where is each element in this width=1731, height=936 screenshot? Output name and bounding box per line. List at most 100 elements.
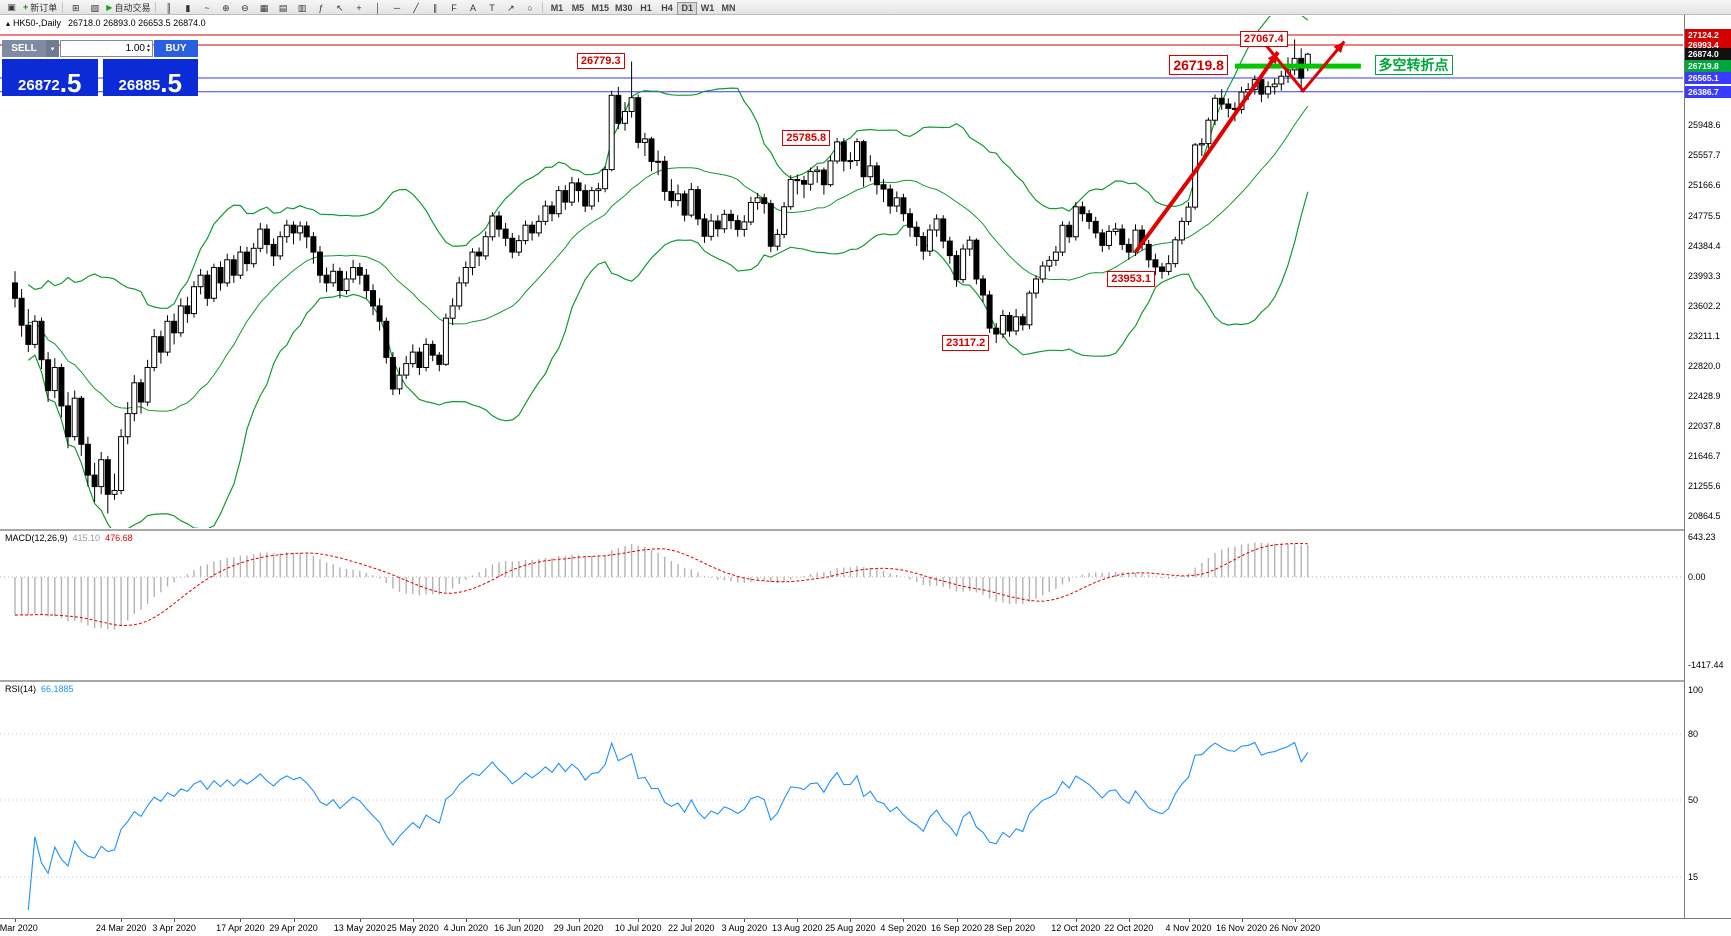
bar-chart-icon[interactable]: ║ — [165, 3, 173, 13]
candlestick-chart-icon[interactable]: ▮ — [185, 3, 191, 13]
autotrading-label: 自动交易 — [114, 2, 151, 13]
rsi-label: RSI(14) 66.1885 — [5, 684, 74, 694]
autotrading-button[interactable]: ▶ 自动交易 — [104, 1, 152, 14]
price-plot[interactable] — [0, 16, 1683, 528]
time-axis-tick — [293, 919, 295, 922]
timeframe-m5-button[interactable]: M5 — [571, 3, 585, 13]
timeframe-m15-button[interactable]: M15 — [591, 3, 609, 13]
buy-price-display[interactable]: 26885.5 — [102, 59, 198, 98]
horizontal-line-icon[interactable]: ─ — [393, 3, 401, 13]
price-level-tag: 26874.0 — [1685, 48, 1731, 61]
channel-icon[interactable]: ∥ — [432, 3, 438, 13]
time-axis-label: 10 Jul 2020 — [614, 923, 662, 933]
indicators-icon[interactable]: ƒ — [318, 3, 324, 13]
price-level-tag: 26993.4 — [1685, 39, 1731, 52]
line-chart-icon[interactable]: ~ — [204, 3, 210, 13]
time-axis-tick — [903, 919, 905, 922]
scale-tick-label: 100 — [1688, 685, 1704, 695]
timeframe-m1-button[interactable]: M1 — [550, 3, 564, 13]
chart-window-icon[interactable]: ▣ — [7, 1, 16, 12]
time-axis-label: 3 Aug 2020 — [721, 923, 768, 933]
cursor-icon[interactable]: ↖ — [336, 3, 344, 13]
sell-price-dec: .5 — [59, 67, 82, 98]
time-axis-label: 17 Apr 2020 — [216, 923, 265, 933]
time-axis-label: 3 Apr 2020 — [152, 923, 196, 933]
zoom-in-icon[interactable]: ⊕ — [222, 3, 230, 13]
toolbar-separator — [542, 1, 544, 13]
time-axis-tick — [240, 919, 242, 922]
time-axis-tick — [1009, 919, 1011, 922]
rsi-pane[interactable]: RSI(14) 66.1885 — [0, 682, 1683, 918]
new-order-button[interactable]: + 新订单 — [21, 1, 59, 14]
time-axis-tick — [465, 919, 467, 922]
time-axis-tick — [1294, 919, 1296, 922]
pane-splitter[interactable] — [0, 680, 1731, 682]
zoom-out-icon[interactable]: ⊖ — [241, 3, 249, 13]
profiles-icon[interactable]: ▧ — [90, 3, 100, 13]
price-scale[interactable]: 25948.6 25557.7 25166.6 24775.5 24384.4 23993… — [1684, 15, 1731, 918]
data-window-icon[interactable]: ▥ — [297, 3, 307, 13]
time-axis-label: 16 Nov 2020 — [1215, 923, 1268, 933]
sell-price-main: 26872 — [18, 77, 60, 94]
timeframe-h4-button[interactable]: H4 — [661, 3, 673, 13]
time-axis-label: 22 Jul 2020 — [668, 923, 715, 933]
new-order-label: 新订单 — [30, 2, 58, 13]
sell-button[interactable]: SELL — [2, 40, 46, 57]
timeframe-w1-button[interactable]: W1 — [700, 3, 715, 13]
symbol-title: HK50-,Daily — [13, 18, 62, 28]
time-axis-tick — [578, 919, 580, 922]
scale-tick-label: 23211.1 — [1688, 330, 1720, 341]
time-axis-tick — [121, 919, 123, 922]
time-axis-tick — [1075, 919, 1077, 922]
trendline-icon[interactable]: ╱ — [413, 3, 419, 13]
time-axis-label: 25 Aug 2020 — [825, 923, 876, 933]
scale-tick-label: 25557.7 — [1688, 150, 1721, 161]
arrows-icon[interactable]: ↗ — [507, 3, 515, 13]
macd-plot — [0, 531, 1683, 679]
time-axis[interactable]: 2 Mar 2020 24 Mar 2020 3 Apr 2020 17 Apr 20… — [0, 918, 1731, 936]
timeframe-d1-button[interactable]: D1 — [677, 1, 697, 15]
scale-tick-label: 25948.6 — [1688, 120, 1721, 131]
crosshair-icon[interactable]: + — [356, 3, 362, 13]
new-chart-icon[interactable]: ⊞ — [72, 3, 80, 13]
timeframe-m30-button[interactable]: M30 — [614, 3, 633, 13]
one-click-trading-panel: SELL ▾ 1.00 ▴ ▾ BUY 26872.5 26885.5 — [2, 40, 198, 96]
pane-splitter[interactable] — [0, 529, 1731, 531]
price-chart-pane[interactable]: ▴ HK50-,Daily 26718.0 26893.0 26653.5 2687… — [0, 16, 1683, 528]
scale-tick-label: 21646.7 — [1688, 451, 1721, 462]
volume-value: 1.00 — [125, 43, 145, 54]
sell-price-display[interactable]: 26872.5 — [2, 59, 98, 96]
time-axis-label: 12 Oct 2020 — [1051, 923, 1101, 933]
vertical-line-icon[interactable]: │ — [375, 3, 381, 13]
scale-tick-label: 15 — [1688, 872, 1699, 882]
chevron-down-icon[interactable]: ▾ — [46, 40, 59, 57]
time-axis-label: 28 Sep 2020 — [983, 923, 1036, 933]
macd-pane[interactable]: MACD(12,26,9) 415.10 476.68 — [0, 531, 1683, 679]
new-order-icon: + — [23, 2, 29, 12]
timeframe-mn-button[interactable]: MN — [721, 3, 736, 13]
volume-up-icon[interactable]: ▴ — [146, 42, 150, 49]
chart-title: ▴ HK50-,Daily 26718.0 26893.0 26653.5 2687… — [6, 18, 206, 28]
time-axis-label: 4 Sep 2020 — [880, 923, 927, 933]
shapes-icon[interactable]: ○ — [527, 3, 533, 13]
navigator-icon[interactable]: ▤ — [278, 3, 288, 13]
label-icon[interactable]: T — [489, 3, 495, 13]
fibonacci-icon[interactable]: F — [451, 3, 457, 13]
scale-tick-label: 23602.2 — [1688, 300, 1721, 311]
buy-button[interactable]: BUY — [154, 40, 198, 57]
volume-input[interactable]: 1.00 ▴ ▾ — [60, 40, 153, 57]
buy-price-main: 26885 — [118, 77, 161, 94]
time-axis-tick — [1188, 919, 1190, 922]
tile-windows-icon[interactable]: ▦ — [259, 3, 269, 13]
scale-tick-label: 24384.4 — [1688, 240, 1721, 251]
main-toolbar: ▣ + 新订单 ⊞ ▧ ▶ 自动交易 ║ ▮ ~ ⊕ ⊖ ▦ ▤ ▥ ƒ ↖ + │ ─ ╱ ∥ F A T ↗ ○ M… — [0, 0, 1731, 15]
time-axis-tick — [518, 919, 520, 922]
time-axis-tick — [1241, 919, 1243, 922]
buy-price-dec: .5 — [160, 67, 182, 98]
text-icon[interactable]: A — [469, 3, 476, 13]
time-axis-label: 16 Jun 2020 — [494, 923, 544, 933]
time-axis-label: 29 Jun 2020 — [553, 923, 604, 933]
volume-down-icon[interactable]: ▾ — [146, 47, 150, 54]
scale-tick-label: 50 — [1688, 795, 1699, 805]
timeframe-h1-button[interactable]: H1 — [640, 3, 652, 13]
